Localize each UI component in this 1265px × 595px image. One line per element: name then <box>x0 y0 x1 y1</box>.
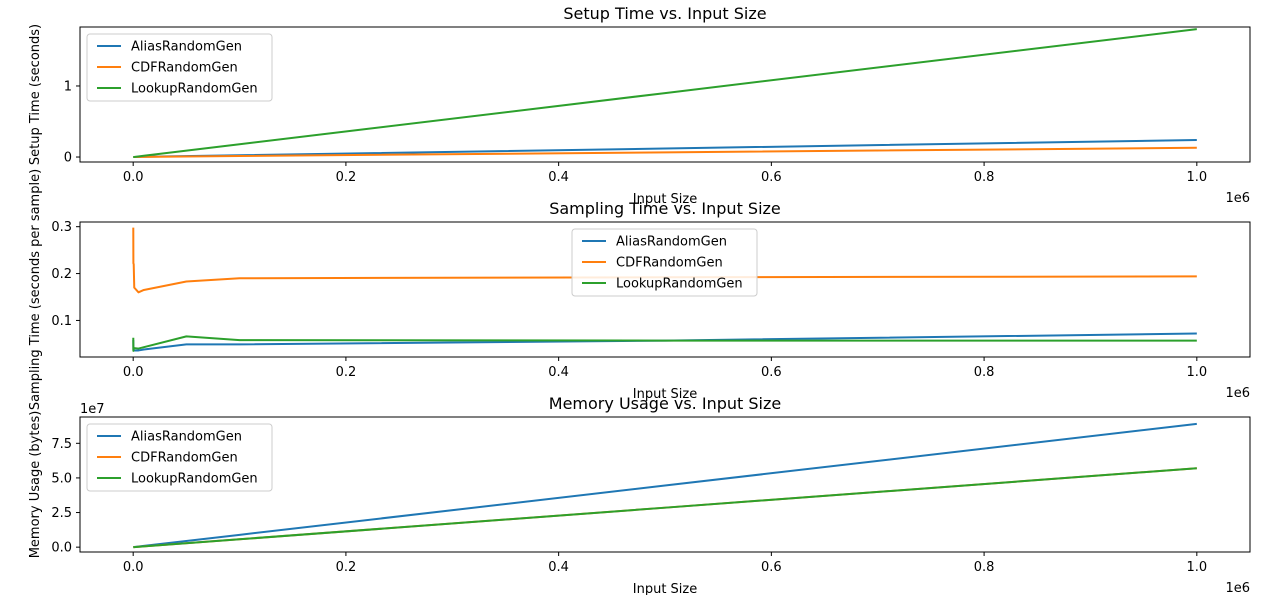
x-tick-label: 1.0 <box>1186 365 1207 380</box>
x-tick-label: 0.0 <box>123 560 144 575</box>
y-tick-label: 0.3 <box>51 220 72 235</box>
y-axis-label: Sampling Time (seconds per sample) <box>28 169 43 410</box>
legend: AliasRandomGen CDFRandomGen LookupRandomGe… <box>86 423 273 492</box>
x-axis-label: Input Size <box>633 387 697 402</box>
legend: AliasRandomGen CDFRandomGen LookupRandomGe… <box>86 33 273 102</box>
x-tick-label: 0.6 <box>761 560 782 575</box>
chart-panel-2: Sampling Time vs. Input Size 0.0 0.2 0.4 0.6… <box>28 169 1251 410</box>
x-tick-label: 0.8 <box>974 170 995 185</box>
legend-entry-label: AliasRandomGen <box>131 430 242 445</box>
x-tick-label: 0.8 <box>974 365 995 380</box>
chart-panel-1: Setup Time vs. Input Size 0.0 0.2 0.4 0.6 0.8… <box>28 4 1251 207</box>
x-tick-label: 0.4 <box>548 170 569 185</box>
chart-title: Sampling Time vs. Input Size <box>549 199 781 218</box>
x-tick-label: 0.4 <box>548 365 569 380</box>
y-tick-label: 0.2 <box>51 267 72 282</box>
legend: AliasRandomGen CDFRandomGen LookupRandomGe… <box>571 228 758 297</box>
legend-entry-label: AliasRandomGen <box>616 235 727 250</box>
x-axis-label: Input Size <box>633 582 697 595</box>
legend-entry-label: LookupRandomGen <box>131 472 258 487</box>
series-line-lookuprandomgen <box>133 28 1197 159</box>
y-tick-label: 2.5 <box>51 506 72 521</box>
x-tick-label: 0.2 <box>336 365 357 380</box>
legend-entry-label: AliasRandomGen <box>131 40 242 55</box>
plot-frame <box>79 26 1251 163</box>
x-tick-label: 0.6 <box>761 365 782 380</box>
legend-entry-label: LookupRandomGen <box>616 277 743 292</box>
x-offset-label: 1e6 <box>1225 581 1250 595</box>
x-axis-label: Input Size <box>633 192 697 207</box>
x-tick-label: 0.0 <box>123 365 144 380</box>
legend-box <box>571 228 758 297</box>
y-axis-label: Memory Usage (bytes) <box>28 411 43 559</box>
x-tick-label: 0.2 <box>336 170 357 185</box>
x-tick-label: 0.4 <box>548 560 569 575</box>
y-tick-label: 0.1 <box>51 314 72 329</box>
chart-title: Memory Usage vs. Input Size <box>549 394 781 413</box>
chart-panel-3: Memory Usage vs. Input Size 0.0 0.2 0.4 0.6 0… <box>28 394 1251 595</box>
x-tick-label: 0.8 <box>974 560 995 575</box>
x-tick-label: 1.0 <box>1186 170 1207 185</box>
plot-frame <box>79 416 1251 553</box>
series-line-lookuprandomgen <box>133 467 1197 549</box>
y-axis-label: Setup Time (seconds) <box>28 24 43 165</box>
series-line-lookuprandomgen <box>132 335 1197 352</box>
legend-entry-label: CDFRandomGen <box>131 451 238 466</box>
legend-box <box>86 423 273 492</box>
x-tick-label: 0.0 <box>123 170 144 185</box>
y-tick-label: 0 <box>64 151 72 166</box>
legend-entry-label: LookupRandomGen <box>131 82 258 97</box>
x-offset-label: 1e6 <box>1225 191 1250 206</box>
series-line-aliasrandomgen <box>132 332 1197 352</box>
x-tick-label: 0.2 <box>336 560 357 575</box>
x-tick-label: 0.6 <box>761 170 782 185</box>
y-tick-label: 5.0 <box>51 471 72 486</box>
x-offset-label: 1e6 <box>1225 386 1250 401</box>
x-tick-label: 1.0 <box>1186 560 1207 575</box>
series-line-aliasrandomgen <box>133 422 1197 549</box>
y-offset-label: 1e7 <box>80 402 105 417</box>
legend-entry-label: CDFRandomGen <box>616 256 723 271</box>
plot-frame <box>79 221 1251 358</box>
series-line-cdfrandomgen <box>132 227 1197 294</box>
y-tick-label: 1 <box>64 79 72 94</box>
legend-entry-label: CDFRandomGen <box>131 61 238 76</box>
y-tick-label: 7.5 <box>51 437 72 452</box>
chart-title: Setup Time vs. Input Size <box>563 4 766 23</box>
y-tick-label: 0.0 <box>51 541 72 556</box>
legend-box <box>86 33 273 102</box>
